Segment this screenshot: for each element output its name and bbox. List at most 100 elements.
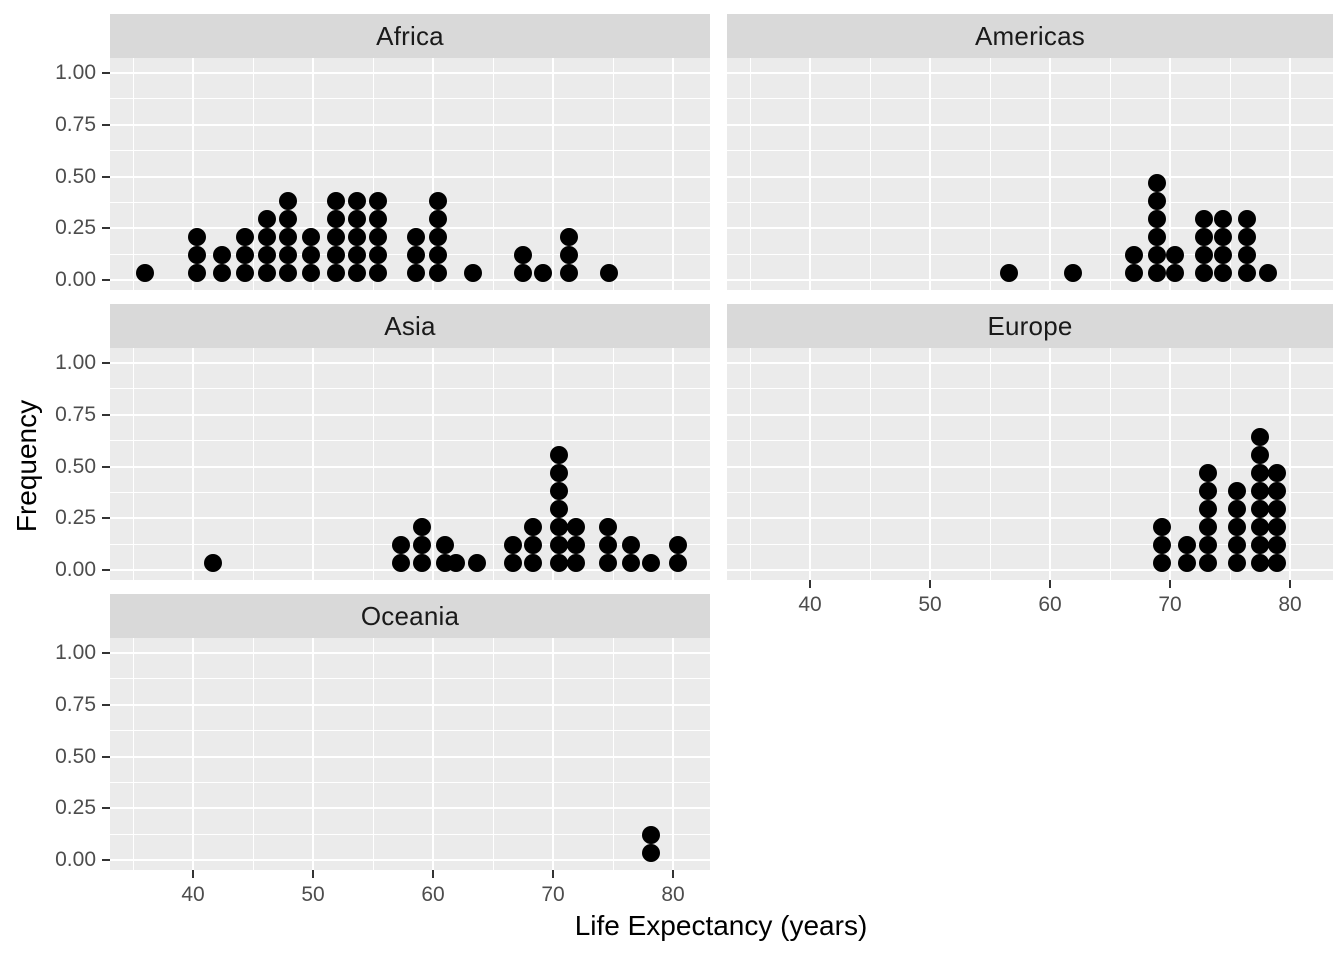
data-dot (278, 192, 297, 210)
data-dot (463, 264, 482, 282)
data-dot (504, 536, 523, 554)
data-dot (599, 554, 618, 572)
minor-gridline-y (110, 781, 710, 783)
data-dot (1251, 428, 1269, 446)
minor-gridline-y (110, 543, 710, 545)
facet-strip-asia: Asia (110, 304, 710, 348)
y-tick-label: 0.00 (55, 558, 96, 581)
x-tick-mark (1169, 580, 1171, 588)
minor-gridline-y (110, 440, 710, 442)
data-dot (1199, 464, 1218, 482)
minor-gridline-y (110, 388, 710, 390)
data-dot (413, 536, 432, 554)
data-dot (1177, 554, 1196, 572)
data-dot (368, 264, 387, 282)
major-gridline-x (192, 638, 194, 870)
minor-gridline-x (132, 638, 134, 870)
data-dot (514, 246, 532, 264)
data-dot (235, 228, 254, 246)
data-dot (187, 246, 206, 264)
data-dot (1152, 554, 1171, 572)
minor-gridline-y (727, 253, 1333, 255)
major-gridline-x (1289, 58, 1291, 290)
data-dot (428, 246, 447, 264)
data-dot (258, 264, 277, 282)
y-tick-mark (102, 465, 110, 468)
major-gridline-y (727, 362, 1333, 364)
data-dot (326, 264, 345, 282)
facet-strip-label: Asia (384, 310, 436, 341)
minor-gridline-x (749, 58, 751, 290)
data-dot (348, 246, 367, 264)
minor-gridline-y (727, 388, 1333, 390)
minor-gridline-x (869, 58, 871, 290)
x-tick-label: 70 (1158, 593, 1182, 616)
data-dot (368, 192, 387, 210)
data-dot (668, 536, 687, 554)
facet-strip-oceania: Oceania (110, 594, 710, 638)
major-gridline-x (672, 58, 674, 290)
x-tick-mark (929, 580, 931, 588)
data-dot (391, 554, 410, 572)
minor-gridline-x (252, 638, 254, 870)
minor-gridline-x (252, 348, 254, 580)
major-gridline-y (727, 72, 1333, 74)
major-gridline-x (312, 58, 314, 290)
major-gridline-y (110, 652, 710, 654)
data-dot (523, 554, 542, 572)
facet-panel-oceania (110, 638, 710, 870)
data-dot (1267, 464, 1286, 482)
x-tick-label: 60 (1038, 593, 1062, 616)
data-dot (301, 264, 320, 282)
minor-gridline-x (492, 638, 494, 870)
data-dot (326, 210, 345, 228)
minor-gridline-x (1109, 348, 1111, 580)
minor-gridline-x (1229, 348, 1231, 580)
data-dot (1251, 536, 1269, 554)
data-dot (428, 228, 447, 246)
data-dot (1267, 482, 1286, 500)
y-tick-mark (102, 807, 110, 810)
major-gridline-y (110, 465, 710, 468)
data-dot (407, 228, 426, 246)
minor-gridline-x (372, 638, 374, 870)
facet-strip-label: Europe (987, 310, 1073, 341)
major-gridline-y (110, 413, 710, 416)
minor-gridline-x (1109, 58, 1111, 290)
major-gridline-x (432, 638, 434, 870)
major-gridline-y (727, 279, 1333, 281)
data-dot (559, 246, 578, 264)
major-gridline-x (1049, 58, 1051, 290)
y-tick-label: 0.25 (55, 216, 96, 240)
data-dot (301, 246, 320, 264)
data-dot (550, 464, 568, 482)
data-dot (326, 228, 345, 246)
minor-gridline-y (110, 201, 710, 203)
x-tick-mark (1049, 580, 1051, 588)
x-tick-label: 40 (181, 883, 205, 906)
data-dot (1199, 554, 1218, 572)
major-gridline-x (809, 348, 811, 580)
y-tick-mark (102, 123, 110, 126)
minor-gridline-y (727, 440, 1333, 442)
major-gridline-x (929, 58, 931, 290)
major-gridline-x (192, 348, 194, 580)
data-dot (1199, 482, 1218, 500)
facet-strip-label: Oceania (360, 600, 460, 631)
data-dot (1251, 554, 1269, 572)
y-tick-mark (102, 859, 110, 861)
major-gridline-y (110, 517, 710, 520)
y-tick-label: 1.00 (55, 351, 96, 374)
data-dot (668, 554, 687, 572)
major-gridline-y (110, 72, 710, 74)
y-tick-label: 0.25 (55, 796, 96, 820)
data-dot (436, 536, 454, 554)
data-dot (1251, 446, 1269, 464)
major-gridline-y (110, 807, 710, 810)
data-dot (1228, 518, 1247, 536)
data-dot (550, 446, 568, 464)
minor-gridline-x (989, 58, 991, 290)
data-dot (1237, 246, 1256, 264)
data-dot (550, 500, 568, 518)
data-dot (278, 210, 297, 228)
